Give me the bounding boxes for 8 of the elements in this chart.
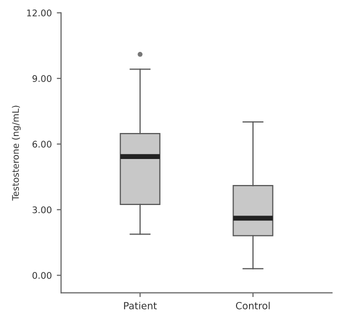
y-tick-label: 12.00 bbox=[27, 10, 52, 16]
x-tick-label: Control bbox=[236, 302, 270, 310]
y-tick-label: 3.00 bbox=[32, 206, 52, 214]
y-tick-label: 0.00 bbox=[32, 272, 52, 279]
y-tick-label: 9.00 bbox=[32, 75, 52, 82]
y-tick-label: 6.00 bbox=[32, 140, 52, 148]
y-axis-title: Testosterone (ng/mL) bbox=[12, 106, 21, 201]
x-tick-label: Patient bbox=[124, 302, 157, 310]
